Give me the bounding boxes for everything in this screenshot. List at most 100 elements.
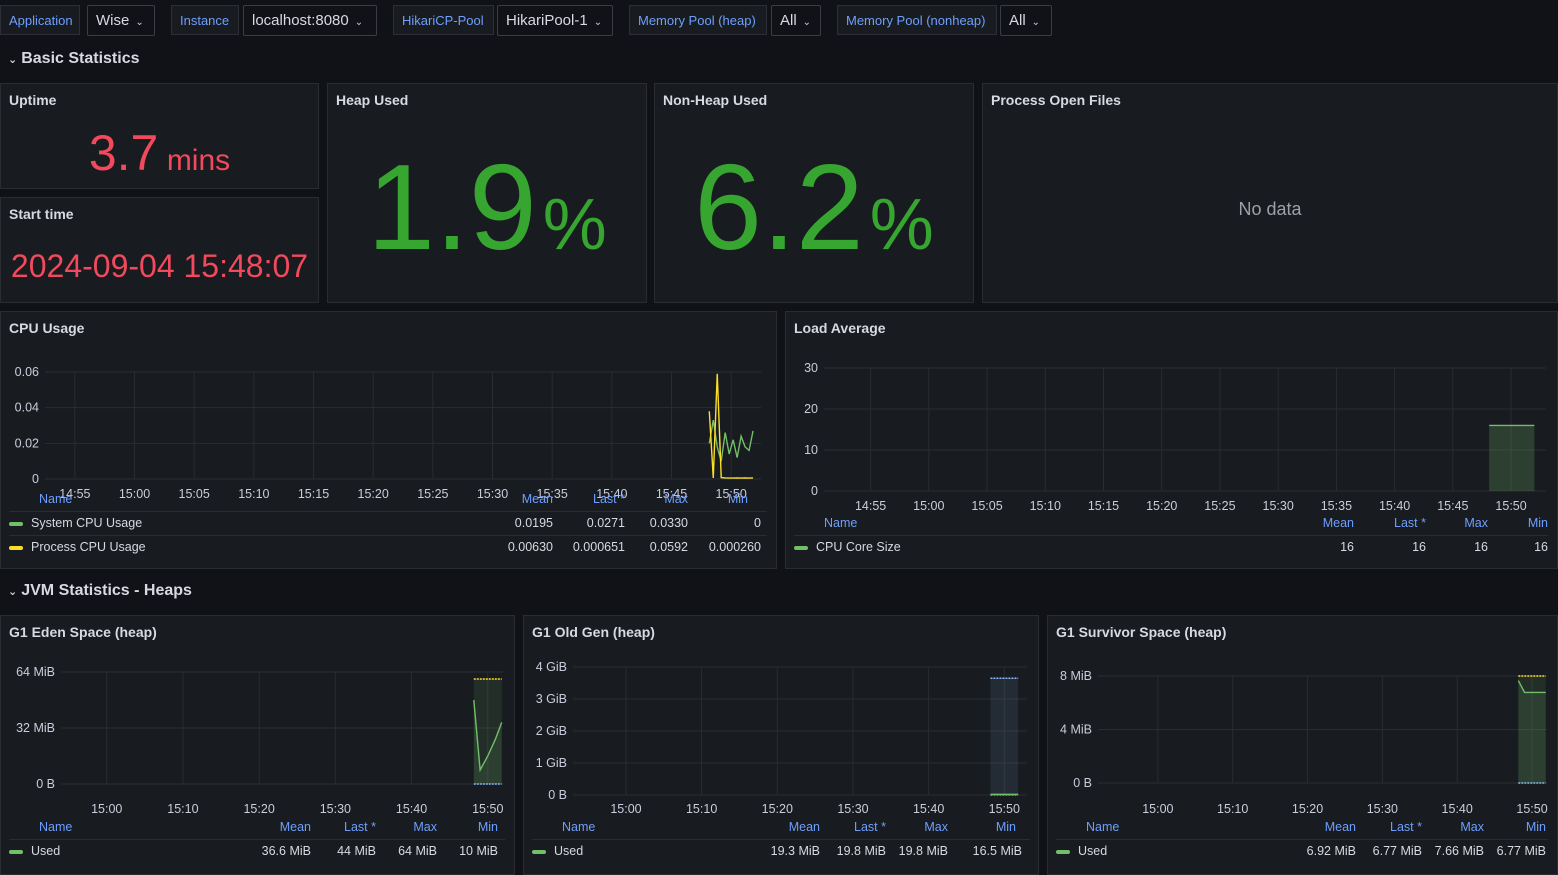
y-tick-label: 32 MiB [16, 721, 55, 735]
legend-divider [9, 839, 505, 840]
heap-used-value: 1.9 [367, 139, 537, 275]
series-color-swatch [9, 521, 23, 526]
x-tick-label: 15:25 [1204, 499, 1235, 513]
panel-title: Process Open Files [991, 92, 1121, 108]
legend-series-name: Used [31, 844, 61, 858]
legend-divider [794, 535, 1548, 536]
var-select-application[interactable]: Wise ⌄ [87, 5, 155, 36]
legend-header-mean: Mean [788, 820, 820, 834]
legend-row-survivor-used[interactable]: Used 6.92 MiB 6.77 MiB 7.66 MiB 6.77 MiB [1056, 844, 1548, 864]
panel-title: G1 Old Gen (heap) [532, 624, 655, 640]
panel-title: Heap Used [336, 92, 409, 108]
var-select-hikaricp[interactable]: HikariPool-1 ⌄ [497, 5, 613, 36]
x-tick-label: 15:00 [610, 802, 641, 816]
x-tick-label: 15:50 [989, 802, 1020, 816]
legend-min: 0.000260 [708, 540, 761, 554]
legend-max: 64 MiB [398, 844, 437, 858]
area-span [473, 679, 502, 784]
x-tick-label: 15:50 [1495, 499, 1526, 513]
row-title-label: Basic Statistics [21, 50, 140, 67]
legend-row-oldgen-used[interactable]: Used 19.3 MiB 19.8 MiB 19.8 MiB 16.5 MiB [532, 844, 1030, 864]
legend-row-eden-used[interactable]: Used 36.6 MiB 44 MiB 64 MiB 10 MiB [9, 844, 505, 864]
legend-header-name: Name [39, 820, 73, 834]
legend-divider [532, 839, 1030, 840]
y-tick-label: 8 MiB [1060, 669, 1092, 683]
uptime-unit: mins [166, 144, 231, 177]
row-basic-statistics[interactable]: ⌄ Basic Statistics [8, 50, 140, 68]
x-tick-label: 15:00 [913, 499, 944, 513]
series-color-swatch [794, 545, 808, 550]
nonheap-used-unit: % [869, 185, 934, 265]
legend-header-last: Last * [1394, 516, 1426, 530]
oldgen-legend: Name Mean Last * Max Min Used 19.3 MiB 1… [532, 820, 1030, 870]
x-tick-label: 15:50 [716, 487, 747, 501]
x-tick-label: 15:35 [1321, 499, 1352, 513]
legend-mean: 36.6 MiB [261, 844, 311, 858]
legend-header-min: Min [727, 492, 748, 506]
g1-eden-chart: 64 MiB 32 MiB 0 B 15:00 15:10 15:20 15:30 15:40… [16, 665, 503, 816]
legend-row-process-cpu[interactable]: Process CPU Usage 0.00630 0.000651 0.059… [9, 540, 767, 560]
legend-series-name: Used [554, 844, 584, 858]
legend-max: 0.0592 [649, 540, 688, 554]
var-select-instance[interactable]: localhost:8080 ⌄ [243, 5, 377, 36]
x-tick-label: 15:20 [243, 802, 274, 816]
no-data-text: No data [1238, 199, 1302, 219]
var-value-nonheap: All [1009, 12, 1026, 29]
legend-last: 0.000651 [572, 540, 625, 554]
y-tick-label: 0 [811, 484, 818, 498]
row-jvm-statistics-heaps[interactable]: ⌄ JVM Statistics - Heaps [8, 582, 192, 600]
x-tick-label: 15:15 [1088, 499, 1119, 513]
nonheap-used-value: 6.2 [694, 139, 864, 275]
panel-start-time: Start time 2024-09-04 15:48:07 [0, 197, 319, 303]
area-span [1518, 676, 1546, 783]
x-tick-label: 14:55 [855, 499, 886, 513]
legend-header-last: Last * [593, 492, 625, 506]
legend-divider [9, 511, 767, 512]
row-title-label: JVM Statistics - Heaps [21, 582, 192, 599]
var-value-application: Wise [96, 12, 130, 29]
x-tick-label: 15:10 [238, 487, 269, 501]
panel-title: G1 Eden Space (heap) [9, 624, 157, 640]
x-tick-label: 15:50 [472, 802, 503, 816]
legend-series-name: System CPU Usage [31, 516, 143, 530]
panel-heap-used: Heap Used 1.9% [327, 83, 647, 303]
legend-header-last: Last * [344, 820, 376, 834]
legend-header-mean: Mean [1324, 820, 1356, 834]
panel-g1-old-gen: G1 Old Gen (heap) 4 GiB 3 GiB 2 GiB 1 GiB 0 … [523, 615, 1039, 875]
panel-title: CPU Usage [9, 320, 85, 336]
cpu-legend: Name Mean Last * Max Min System CPU Usag… [9, 492, 767, 564]
x-tick-label: 15:10 [1217, 802, 1248, 816]
cpu-usage-chart: 0.06 0.04 0.02 0 14:55 15:00 15:05 15:10 15:15 15… [15, 365, 761, 501]
legend-divider [1056, 839, 1548, 840]
survivor-legend: Name Mean Last * Max Min Used 6.92 MiB 6… [1056, 820, 1548, 870]
x-tick-label: 15:20 [1146, 499, 1177, 513]
y-tick-label: 1 GiB [536, 756, 567, 770]
legend-header-name: Name [562, 820, 596, 834]
uptime-stat: 3.7 mins [1, 124, 318, 182]
var-select-heap[interactable]: All ⌄ [771, 5, 821, 36]
x-tick-label: 15:40 [396, 802, 427, 816]
legend-mean: 6.92 MiB [1306, 844, 1356, 858]
y-tick-label: 4 GiB [536, 660, 567, 674]
legend-header-min: Min [995, 820, 1016, 834]
panel-cpu-usage: CPU Usage 0.06 0.04 0.02 0 14:55 15:00 15:05 15… [0, 311, 777, 569]
x-tick-label: 15:40 [596, 487, 627, 501]
y-tick-label: 64 MiB [16, 665, 55, 679]
legend-row-system-cpu[interactable]: System CPU Usage 0.0195 0.0271 0.0330 0 [9, 516, 767, 536]
var-select-nonheap[interactable]: All ⌄ [1000, 5, 1052, 36]
series-line [708, 373, 754, 479]
chevron-down-icon: ⌄ [1031, 17, 1041, 28]
panel-uptime: Uptime 3.7 mins [0, 83, 319, 189]
chevron-down-icon: ⌄ [8, 586, 18, 598]
legend-min: 16 [1534, 540, 1548, 554]
x-tick-label: 15:20 [358, 487, 389, 501]
heap-used-unit: % [542, 185, 607, 265]
x-tick-label: 15:40 [913, 802, 944, 816]
series-color-swatch [9, 545, 23, 550]
series-area [1518, 680, 1546, 783]
y-tick-label: 0 [32, 472, 39, 486]
legend-header-name: Name [39, 492, 73, 506]
panel-load-average: Load Average 30 20 10 0 14:55 15:00 15:05 15:10… [785, 311, 1558, 569]
legend-header-mean: Mean [1322, 516, 1354, 530]
legend-row-cpu-core-size[interactable]: CPU Core Size 16 16 16 16 [794, 540, 1548, 560]
